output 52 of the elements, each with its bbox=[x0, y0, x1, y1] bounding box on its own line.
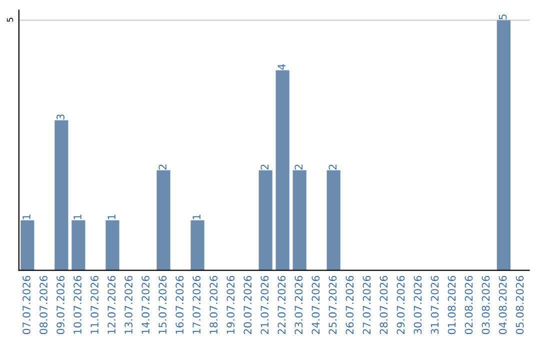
x-tick-label: 10.07.2026 bbox=[74, 276, 82, 334]
x-tick-label: 24.07.2026 bbox=[312, 276, 320, 334]
x-tick-label: 05.08.2026 bbox=[516, 276, 524, 334]
x-tick-label: 09.07.2026 bbox=[56, 276, 64, 334]
data-label: 1 bbox=[192, 214, 200, 220]
x-tick-label: 08.07.2026 bbox=[40, 276, 48, 334]
x-tick-label: 19.07.2026 bbox=[226, 276, 235, 334]
x-tick-label: 17.07.2026 bbox=[192, 276, 201, 334]
data-label: 1 bbox=[22, 214, 30, 220]
bar bbox=[276, 70, 290, 270]
data-label: 2 bbox=[260, 164, 268, 170]
bar bbox=[292, 170, 306, 270]
x-tick-label: 25.07.2026 bbox=[328, 276, 337, 334]
x-tick-label: 12.07.2026 bbox=[108, 276, 116, 334]
bar bbox=[258, 170, 272, 270]
bar bbox=[190, 220, 204, 270]
x-tick-label: 21.07.2026 bbox=[260, 276, 269, 334]
x-tick-label: 14.07.2026 bbox=[142, 276, 150, 334]
data-label: 2 bbox=[328, 164, 336, 170]
data-label: 2 bbox=[294, 164, 302, 170]
data-label: 3 bbox=[56, 114, 64, 120]
x-tick-label: 15.07.2026 bbox=[158, 276, 167, 334]
bar bbox=[106, 220, 120, 270]
x-tick-label: 02.08.2026 bbox=[464, 276, 473, 334]
bar bbox=[20, 220, 34, 270]
data-label: 1 bbox=[74, 214, 82, 220]
data-label: 4 bbox=[278, 64, 286, 70]
data-label: 5 bbox=[498, 14, 507, 20]
x-tick-label: 18.07.2026 bbox=[210, 276, 218, 334]
x-tick-label: 27.07.2026 bbox=[362, 276, 371, 334]
x-tick-label: 20.07.2026 bbox=[244, 276, 252, 334]
x-tick-label: 11.07.2026 bbox=[90, 276, 98, 334]
data-label: 2 bbox=[158, 164, 166, 170]
x-tick-label: 29.07.2026 bbox=[396, 276, 405, 334]
x-tick-label: 26.07.2026 bbox=[346, 276, 354, 334]
x-tick-label: 23.07.2026 bbox=[294, 276, 303, 334]
bar bbox=[156, 170, 170, 270]
x-tick-label: 22.07.2026 bbox=[278, 276, 286, 334]
x-tick-label: 28.07.2026 bbox=[380, 276, 388, 334]
bar bbox=[72, 220, 86, 270]
x-tick-label: 04.08.2026 bbox=[498, 276, 507, 334]
x-tick-label: 13.07.2026 bbox=[124, 276, 132, 334]
x-tick-label: 30.07.2026 bbox=[414, 276, 422, 334]
bar bbox=[496, 20, 510, 270]
data-label: 1 bbox=[108, 214, 116, 220]
x-tick-label: 01.08.2026 bbox=[448, 276, 456, 334]
bar bbox=[326, 170, 340, 270]
x-tick-label: 16.07.2026 bbox=[176, 276, 184, 334]
x-tick-label: 07.07.2026 bbox=[22, 276, 30, 334]
x-tick-label: 03.08.2026 bbox=[482, 276, 490, 334]
x-tick-label: 31.07.2026 bbox=[430, 276, 439, 334]
bar bbox=[54, 120, 68, 270]
